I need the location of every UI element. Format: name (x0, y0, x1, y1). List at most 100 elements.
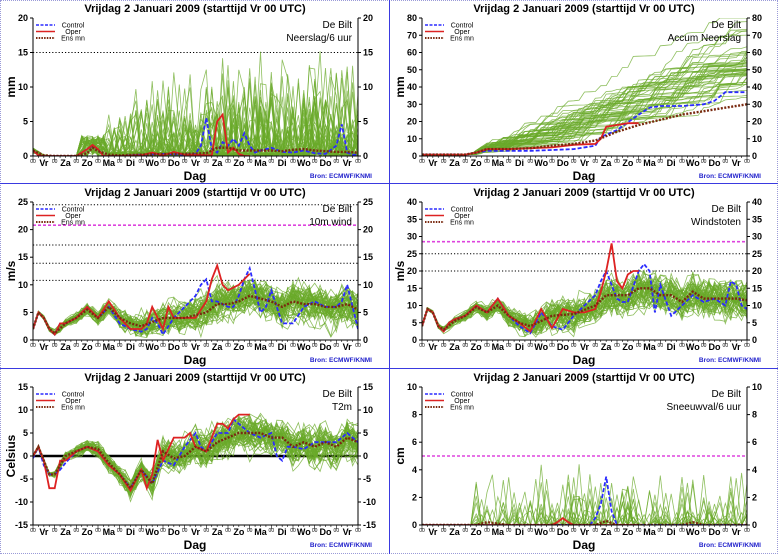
x-tick-hour-label: 00 (139, 159, 145, 165)
chart-title: Vrijdag 2 Januari 2009 (starttijd Vr 00 … (84, 187, 306, 199)
x-tick-hour-label: 00 (204, 528, 210, 534)
horizontal-divider (0, 183, 778, 184)
x-day-label: Za (449, 158, 460, 168)
y-tick-label-right: 70 (752, 30, 762, 40)
ensemble-member-line (422, 61, 747, 156)
source-credit: Bron: ECMWF/KNMI (310, 173, 372, 180)
y-tick-label-right: 15 (363, 48, 373, 58)
ensemble-member-line (422, 472, 747, 525)
source-credit: Bron: ECMWF/KNMI (310, 357, 372, 364)
x-tick-hour-label: 00 (484, 343, 490, 349)
legend-label: Oper (65, 29, 81, 36)
variable-label: Sneeuwval/6 uur (667, 402, 742, 413)
y-tick-label-left: 10 (18, 280, 28, 290)
ensemble-member-line (33, 51, 358, 156)
x-tick-hour-label: 00 (355, 343, 361, 349)
x-day-label: Vr (428, 527, 438, 537)
y-tick-label-left: 30 (407, 99, 417, 109)
x-tick-hour-label: 00 (549, 343, 555, 349)
chart-title: Vrijdag 2 Januari 2009 (starttijd Vr 00 … (84, 3, 306, 15)
ensemble-members (33, 262, 358, 339)
x-day-label: Do (709, 527, 721, 537)
x-axis-label: Dag (573, 169, 596, 183)
x-tick-hour-label: 00 (658, 343, 664, 349)
y-tick-label-left: 8 (412, 410, 417, 420)
x-tick-hour-label: 00 (614, 159, 620, 165)
horizontal-divider (0, 368, 778, 369)
x-tick-hour-label: 00 (225, 343, 231, 349)
x-tick-hour-label: 00 (701, 343, 707, 349)
x-axis-label: Dag (573, 353, 596, 367)
y-tick-label-left: 20 (18, 225, 28, 235)
x-day-label: Wo (534, 158, 548, 168)
x-day-label: Ma (643, 342, 656, 352)
x-tick-hour-label: 00 (204, 343, 210, 349)
x-day-label: Ma (492, 342, 505, 352)
x-tick-hour-label: 00 (334, 159, 340, 165)
x-day-label: Do (320, 527, 332, 537)
legend-label: Control (62, 392, 85, 399)
y-tick-label-right: 50 (752, 65, 762, 75)
y-tick-label-right: 0 (752, 151, 757, 161)
legend-label: Control (451, 23, 474, 30)
x-tick-hour-label: 00 (269, 159, 275, 165)
chart-windstoten: Vrijdag 2 Januari 2009 (starttijd Vr 00 … (393, 187, 762, 367)
x-tick-hour-label: 00 (679, 528, 685, 534)
legend-label: Oper (454, 213, 470, 220)
x-day-label: Vr (191, 527, 201, 537)
x-day-label: Di (515, 342, 524, 352)
y-tick-label-left: 20 (407, 117, 417, 127)
x-day-label: Ma (103, 158, 116, 168)
y-tick-label-left: -10 (15, 497, 28, 507)
location-label: De Bilt (323, 389, 353, 400)
y-tick-label-right: 5 (363, 307, 368, 317)
series-ens-mn (422, 103, 747, 156)
ensemble-member-line (422, 72, 747, 156)
ensemble-member-line (422, 34, 747, 156)
panel-t2m: Vrijdag 2 Januari 2009 (starttijd Vr 00 … (0, 369, 389, 553)
x-day-label: Do (168, 158, 180, 168)
x-tick-hour-label: 00 (225, 528, 231, 534)
x-day-label: Do (320, 342, 332, 352)
x-tick-hour-label: 00 (636, 528, 642, 534)
x-tick-hour-label: 00 (52, 343, 58, 349)
x-tick-hour-label: 00 (723, 343, 729, 349)
x-day-label: Vr (39, 342, 49, 352)
x-day-label: Wo (145, 342, 159, 352)
x-day-label: Za (449, 527, 460, 537)
x-day-label: Wo (686, 527, 700, 537)
ensemble-member-line (422, 477, 747, 525)
y-tick-label-left: 10 (407, 134, 417, 144)
ensemble-member-line (422, 475, 747, 525)
x-day-label: Zo (233, 527, 244, 537)
ensemble-member-line (422, 502, 747, 525)
ensemble-member-line (422, 281, 747, 332)
x-tick-hour-label: 00 (52, 159, 58, 165)
y-tick-label-left: 5 (23, 307, 28, 317)
legend-label: Control (451, 207, 474, 214)
x-tick-hour-label: 00 (95, 159, 101, 165)
x-day-label: Vr (39, 527, 49, 537)
x-tick-hour-label: 00 (139, 343, 145, 349)
y-tick-label-right: 40 (752, 82, 762, 92)
x-day-label: Vr (39, 158, 49, 168)
x-tick-hour-label: 00 (723, 159, 729, 165)
series-ens-mn (33, 146, 358, 156)
legend-label: Ens mn (61, 220, 85, 227)
y-tick-label-left: 25 (18, 197, 28, 207)
x-tick-hour-label: 00 (679, 159, 685, 165)
y-tick-label-right: 5 (363, 428, 368, 438)
location-label: De Bilt (712, 204, 742, 215)
source-credit: Bron: ECMWF/KNMI (699, 357, 761, 364)
x-tick-hour-label: 00 (95, 528, 101, 534)
chart-title: Vrijdag 2 Januari 2009 (starttijd Vr 00 … (473, 187, 695, 199)
ensemble-member-line (422, 482, 747, 525)
chart-10m-wind: Vrijdag 2 Januari 2009 (starttijd Vr 00 … (4, 187, 373, 367)
legend-label: Ens mn (450, 405, 474, 412)
x-tick-hour-label: 00 (334, 528, 340, 534)
ensemble-member-line (422, 482, 747, 525)
x-tick-hour-label: 00 (290, 528, 296, 534)
x-day-label: Do (557, 342, 569, 352)
y-tick-label-left: 2 (412, 492, 417, 502)
x-day-label: Do (557, 527, 569, 537)
